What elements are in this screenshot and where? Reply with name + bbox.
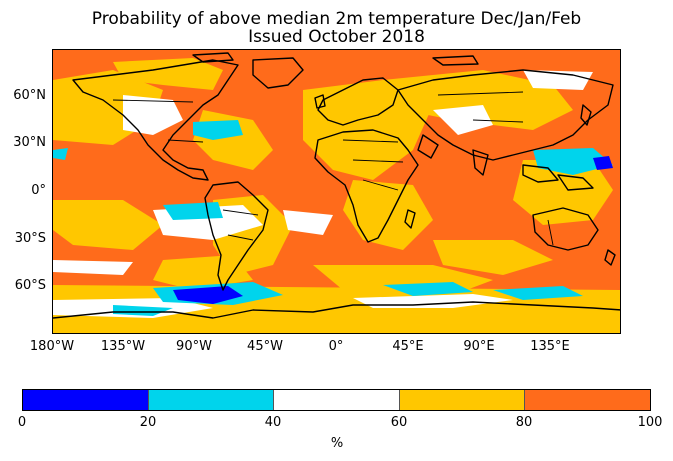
country-borders	[112, 91, 554, 246]
colorbar-segment-80-100	[525, 390, 650, 410]
colorbar-tick-40: 40	[264, 415, 282, 430]
colorbar-tick-100: 100	[637, 415, 663, 430]
colorbar-segment-40-60	[274, 390, 400, 410]
colorbar-tick-80: 80	[515, 415, 533, 430]
colorbar-segment-20-40	[148, 390, 275, 410]
lon-label-0: 0°	[328, 339, 344, 354]
lon-label-90w: 90°W	[176, 339, 212, 354]
colorbar-tick-60: 60	[390, 415, 408, 430]
colorbar-segment-60-80	[399, 390, 526, 410]
map-band-0-20	[173, 156, 613, 304]
colorbar-tick-0: 0	[17, 415, 27, 430]
probability-map	[52, 49, 621, 334]
colorbar	[22, 389, 651, 411]
map-canvas	[53, 50, 620, 333]
chart-title: Probability of above median 2m temperatu…	[91, 9, 582, 29]
lon-label-90e: 90°E	[463, 339, 495, 354]
chart-subtitle: Issued October 2018	[248, 27, 425, 47]
colorbar-unit-label: %	[330, 436, 344, 451]
map-band-20-40	[53, 120, 613, 316]
lat-label-60n: 60°N	[13, 88, 46, 103]
lon-label-45e: 45°E	[392, 339, 424, 354]
lat-label-30n: 30°N	[13, 135, 46, 150]
lon-label-135e: 135°E	[530, 339, 570, 354]
lat-label-60s: 60°S	[14, 278, 46, 293]
lon-label-180w: 180°W	[29, 339, 75, 354]
lon-label-45w: 45°W	[247, 339, 283, 354]
lat-label-30s: 30°S	[14, 231, 46, 246]
coastlines	[53, 52, 620, 319]
colorbar-tick-20: 20	[139, 415, 157, 430]
map-band-40-60	[53, 70, 593, 318]
colorbar-segment-0-20	[23, 390, 149, 410]
lat-label-0: 0°	[31, 183, 46, 198]
lon-label-135w: 135°W	[100, 339, 146, 354]
